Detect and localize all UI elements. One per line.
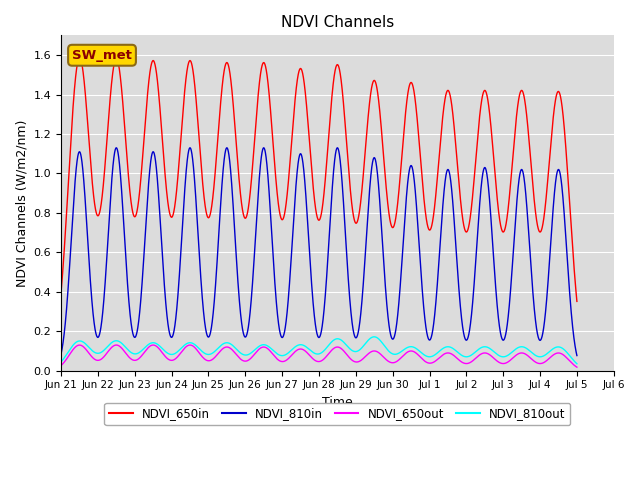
NDVI_650out [252, 350, 260, 356]
NDVI_810out [252, 346, 260, 352]
NDVI_650in [573, 299, 580, 304]
NDVI_810out [307, 348, 315, 354]
NDVI_650out [113, 342, 120, 348]
NDVI_810in [113, 145, 120, 151]
NDVI_650in [262, 67, 270, 72]
NDVI_650out [57, 363, 65, 369]
NDVI_810in [573, 353, 580, 359]
NDVI_810in [262, 155, 270, 161]
NDVI_810in [84, 243, 92, 249]
NDVI_810in [252, 228, 260, 234]
NDVI_650out [193, 346, 200, 352]
NDVI_650in [406, 81, 414, 86]
NDVI_650in [193, 98, 200, 104]
NDVI_650in [76, 55, 83, 60]
NDVI_650in [307, 157, 315, 163]
NDVI_810out [573, 361, 580, 367]
NDVI_810out [262, 342, 270, 348]
X-axis label: Time: Time [322, 396, 353, 409]
Title: NDVI Channels: NDVI Channels [281, 15, 394, 30]
NDVI_650in [252, 120, 260, 126]
NDVI_810in [307, 271, 315, 276]
NDVI_810out [192, 343, 200, 348]
NDVI_810out [371, 334, 378, 340]
NDVI_650out [573, 364, 580, 370]
Line: NDVI_650out: NDVI_650out [61, 345, 577, 367]
Line: NDVI_810in: NDVI_810in [61, 148, 577, 356]
Legend: NDVI_650in, NDVI_810in, NDVI_650out, NDVI_810out: NDVI_650in, NDVI_810in, NDVI_650out, NDV… [104, 403, 570, 425]
NDVI_810out [84, 344, 92, 349]
NDVI_650in [84, 127, 92, 133]
NDVI_810in [193, 202, 200, 207]
NDVI_810in [406, 164, 414, 170]
NDVI_650out [262, 345, 270, 350]
NDVI_650out [307, 354, 315, 360]
NDVI_810out [57, 359, 65, 365]
Y-axis label: NDVI Channels (W/m2/nm): NDVI Channels (W/m2/nm) [15, 120, 28, 287]
NDVI_650out [84, 349, 92, 355]
Line: NDVI_810out: NDVI_810out [61, 337, 577, 364]
NDVI_650in [57, 290, 65, 296]
NDVI_810in [57, 351, 65, 357]
Text: SW_met: SW_met [72, 49, 132, 62]
NDVI_810out [406, 344, 414, 349]
NDVI_650out [406, 348, 414, 354]
Line: NDVI_650in: NDVI_650in [61, 58, 577, 301]
